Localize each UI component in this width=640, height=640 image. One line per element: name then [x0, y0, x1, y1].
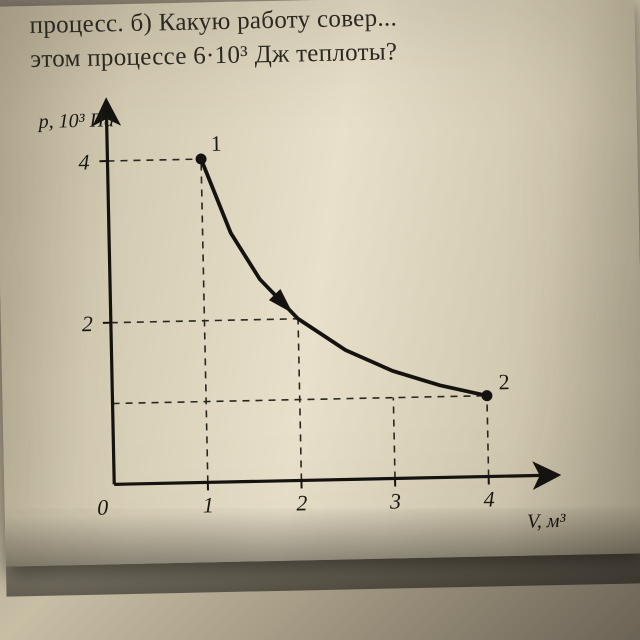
- y-tick-label: 2: [82, 311, 94, 336]
- data-point-p2: [481, 390, 492, 401]
- problem-text-line-1: процесс. б) Какую работу совер...: [29, 4, 397, 40]
- guide-line: [393, 398, 395, 479]
- data-point-p1: [195, 153, 206, 164]
- guide-line: [487, 396, 489, 477]
- x-tick-label: 2: [296, 490, 308, 515]
- y-tick-label: 4: [78, 149, 90, 174]
- point-label-p2: 2: [498, 369, 510, 394]
- x-axis-label: V, м³: [527, 510, 567, 533]
- process-curve: [201, 153, 487, 401]
- x-tick-label: 3: [389, 488, 402, 513]
- x-tick-label: 4: [483, 486, 495, 511]
- x-tick-label: 1: [203, 492, 215, 517]
- x-tick-label: 0: [97, 494, 109, 519]
- pv-chart: 0 1 2 3 4 2 4 V, м³ p, 10³ Па 1 2: [26, 64, 596, 556]
- guide-line: [107, 159, 201, 161]
- y-axis-label: p, 10³ Па: [36, 109, 114, 133]
- point-label-p1: 1: [210, 131, 222, 156]
- paper-sheet: процесс. б) Какую работу совер... этом п…: [0, 0, 640, 567]
